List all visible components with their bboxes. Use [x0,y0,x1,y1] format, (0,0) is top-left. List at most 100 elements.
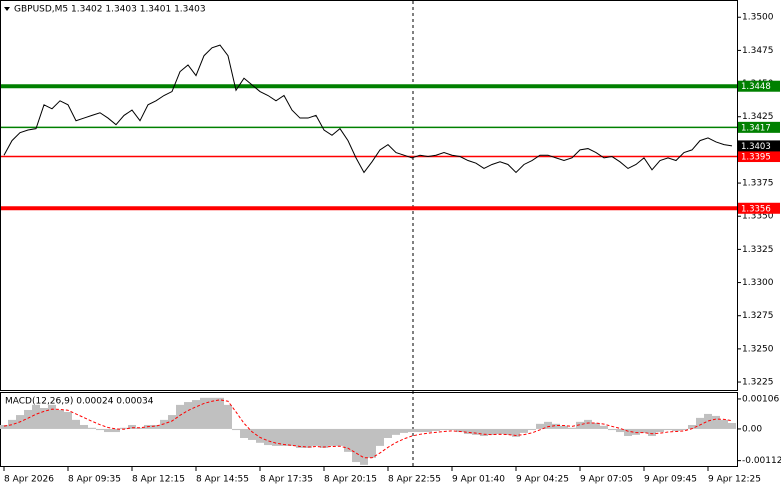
y-tick-label: 1.3325 [742,245,774,255]
macd-bar [728,422,736,429]
macd-bar [216,397,224,429]
macd-bar [120,427,128,429]
macd-bar [600,425,608,429]
macd-bar [504,428,512,435]
macd-bar [368,428,376,458]
macd-bar [416,428,424,433]
macd-bar [56,409,64,429]
macd-bar [312,428,320,446]
macd-bar [240,428,248,438]
macd-bar [88,427,96,429]
macd-bar [248,428,256,440]
y-tick-label: 1.3500 [742,13,774,23]
macd-bar [72,419,80,429]
y-tick-label: 1.3350 [742,212,774,222]
macd-bar [224,404,232,429]
macd-bar [392,428,400,435]
y-tick-label: 1.3475 [742,46,774,56]
macd-bar [536,423,544,429]
macd-bar [112,428,120,433]
macd-bar [168,415,176,429]
macd-bar [560,425,568,429]
x-tick-label: 9 Apr 01:40 [452,475,505,485]
macd-bar [552,423,560,429]
macd-bar [608,428,616,431]
last-price-label: 1.3403 [741,142,771,152]
x-tick-label: 8 Apr 14:55 [196,475,249,485]
chart-title: GBPUSD,M5 1.3402 1.3403 1.3401 1.3403 [14,5,206,15]
level-label-box [738,80,780,92]
macd-panel [0,392,738,467]
macd-bar [176,404,184,429]
macd-bar [584,419,592,429]
macd-bar [160,419,168,429]
macd-bar [656,428,664,433]
macd-bar [48,404,56,429]
price-panel [0,0,738,391]
macd-bar [672,428,680,431]
macd-bar [384,428,392,438]
level-label: 1.3448 [741,82,771,92]
macd-bar [480,428,488,437]
x-tick-label: 8 Apr 17:35 [260,475,313,485]
y-tick-label: -0.00112 [742,456,781,466]
macd-bar [152,424,160,429]
macd-bar [256,428,264,443]
x-tick-label: 9 Apr 09:45 [644,475,697,485]
macd-bar [400,428,408,433]
x-tick-label: 8 Apr 22:55 [388,475,441,485]
level-label-box [738,121,780,133]
macd-bar [296,428,304,448]
macd-bar [448,428,456,431]
macd-bar [8,419,16,429]
macd-bar [104,428,112,433]
macd-bar [528,428,536,431]
macd-bar [624,428,632,437]
y-tick-label: 1.3300 [742,278,774,288]
y-tick-label: 1.3425 [742,112,774,122]
macd-bar [184,402,192,429]
macd-bar [232,428,240,431]
macd-title: MACD(12,26,9) 0.00024 0.00034 [5,397,154,407]
macd-bar [288,428,296,446]
x-tick-label: 8 Apr 20:15 [324,475,377,485]
macd-bar [496,428,504,435]
macd-bar [408,428,416,433]
macd-bar [280,428,288,446]
macd-bar [704,413,712,429]
macd-bar [320,428,328,448]
macd-bar [200,397,208,429]
x-tick-label: 9 Apr 04:25 [516,475,569,485]
y-tick-label: 1.3250 [742,344,774,354]
macd-bar [568,427,576,429]
macd-bar [376,428,384,446]
macd-bar [328,428,336,446]
macd-bar [440,428,448,431]
macd-bar [352,428,360,463]
macd-bar [640,428,648,433]
macd-bar [696,417,704,429]
macd-bar [432,428,440,431]
macd-bar [304,428,312,448]
x-tick-label: 9 Apr 07:05 [580,475,633,485]
macd-bar [128,424,136,429]
macd-bar [424,428,432,433]
level-label: 1.3395 [741,153,771,163]
macd-bar [192,400,200,429]
macd-bar [576,421,584,429]
macd-bar [136,427,144,429]
macd-bar [272,428,280,446]
level-label-box [738,151,780,163]
macd-bar [96,428,104,431]
level-label-box [738,202,780,214]
level-label: 1.3356 [741,204,771,214]
y-tick-label: 1.3225 [742,378,774,388]
macd-bar [664,428,672,431]
macd-bar [720,419,728,429]
x-tick-label: 8 Apr 09:35 [68,475,121,485]
macd-bar [0,424,8,429]
macd-bar [344,428,352,452]
macd-bar [464,428,472,435]
last-price-box [738,140,780,152]
macd-bar [544,421,552,429]
